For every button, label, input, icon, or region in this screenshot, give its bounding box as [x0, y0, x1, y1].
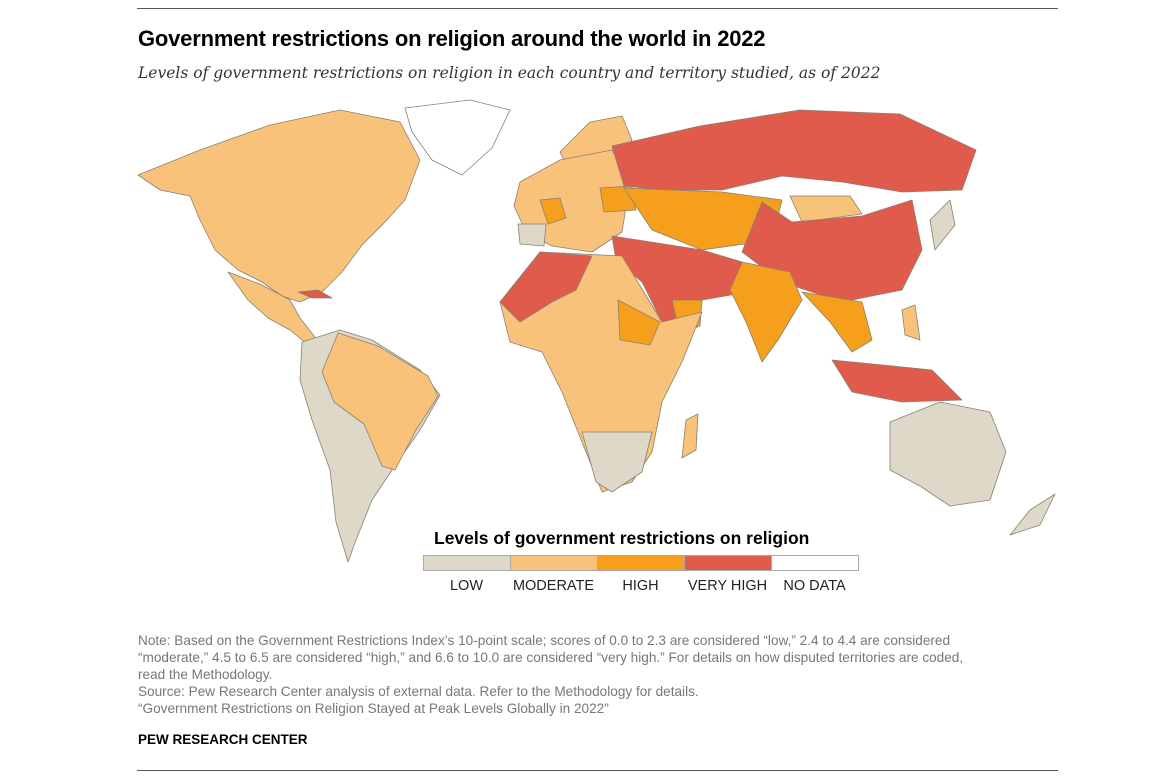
region-southern-africa	[581, 431, 653, 493]
region-canada-us	[137, 109, 421, 303]
top-rule	[137, 8, 1058, 9]
legend-title: Levels of government restrictions on rel…	[434, 528, 810, 548]
legend-label: LOW	[449, 578, 484, 594]
chart-title: Government restrictions on religion arou…	[138, 26, 766, 51]
legend-swatch-moderate	[511, 556, 598, 570]
legend-swatch-low	[424, 556, 511, 570]
region-sudan	[617, 299, 661, 346]
legend-swatch-high	[598, 556, 685, 570]
region-japan	[929, 199, 956, 251]
region-southeast-asia	[801, 291, 873, 353]
region-brazil	[321, 332, 439, 471]
europe	[513, 115, 637, 253]
legend-label: NO DATA	[783, 578, 846, 594]
region-new-zealand	[1009, 493, 1056, 536]
region-france	[539, 197, 567, 225]
region-india	[729, 261, 803, 363]
notes: Note: Based on the Government Restrictio…	[138, 632, 1053, 717]
north-america	[137, 99, 511, 349]
legend-labels: LOW MODERATE HIGH VERY HIGH NO DATA	[423, 578, 858, 594]
region-north-africa	[499, 251, 593, 323]
legend-swatch-no-data	[772, 556, 858, 570]
oceania	[889, 401, 1056, 536]
asia	[611, 109, 977, 403]
chart-subtitle: Levels of government restrictions on rel…	[138, 64, 881, 82]
region-madagascar	[681, 413, 699, 459]
region-cuba	[297, 289, 333, 299]
region-russia	[611, 109, 977, 193]
note-line: read the Methodology.	[138, 667, 273, 682]
note-line: Note: Based on the Government Restrictio…	[138, 633, 951, 648]
legend-color-bar	[423, 555, 859, 571]
report-title-line: “Government Restrictions on Religion Sta…	[138, 701, 609, 716]
source-line: Source: Pew Research Center analysis of …	[138, 684, 699, 699]
region-australia	[889, 401, 1007, 507]
region-mongolia	[789, 195, 863, 223]
region-indonesia	[831, 359, 963, 403]
legend-swatch-very-high	[685, 556, 772, 570]
region-spain	[517, 223, 547, 247]
legend-label: VERY HIGH	[687, 578, 768, 594]
region-philippines	[901, 304, 921, 341]
region-greenland	[404, 99, 511, 176]
legend-label: MODERATE	[512, 578, 595, 594]
legend-label: HIGH	[622, 578, 659, 594]
south-america	[299, 329, 441, 563]
bottom-rule	[137, 770, 1058, 771]
brand-name: PEW RESEARCH CENTER	[138, 732, 308, 747]
africa	[499, 251, 703, 493]
note-line: “moderate,” 4.5 to 6.5 are considered “h…	[138, 650, 964, 665]
